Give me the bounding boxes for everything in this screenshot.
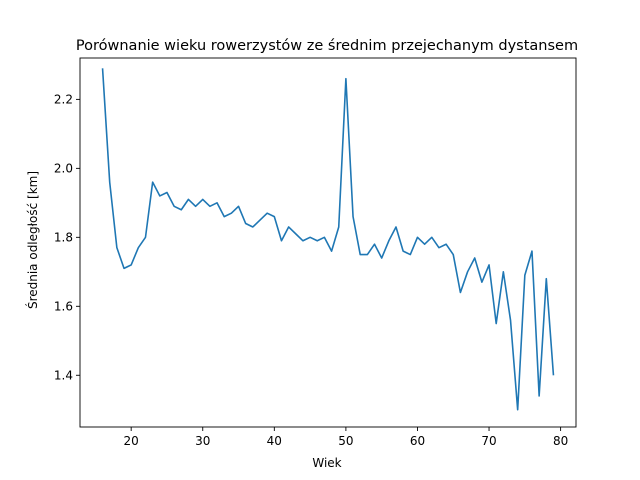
chart-title: Porównanie wieku rowerzystów ze średnim …: [76, 38, 578, 54]
plot-area: [79, 57, 577, 428]
x-tick-label: 80: [553, 434, 568, 448]
x-tick-label: 20: [124, 434, 139, 448]
x-tick-label: 70: [481, 434, 496, 448]
x-tick-label: 60: [410, 434, 425, 448]
y-axis-title: Średnia odległość [km]: [25, 171, 40, 309]
series-line: [101, 68, 555, 411]
y-tick-label: 2.0: [54, 161, 73, 175]
y-axis: 1.4 1.6 1.8 2.0 2.2: [54, 92, 80, 382]
y-tick-label: 1.8: [54, 230, 73, 244]
y-tick-label: 2.2: [54, 92, 73, 106]
x-tick-label: 40: [267, 434, 282, 448]
x-tick-label: 30: [195, 434, 210, 448]
y-tick-label: 1.4: [54, 368, 73, 382]
y-tick-label: 1.6: [54, 299, 73, 313]
x-axis: 20 30 40 50 60 70 80: [124, 427, 568, 448]
plot-frame: [79, 57, 577, 428]
x-tick-label: 50: [338, 434, 353, 448]
x-axis-title: Wiek: [312, 456, 341, 470]
